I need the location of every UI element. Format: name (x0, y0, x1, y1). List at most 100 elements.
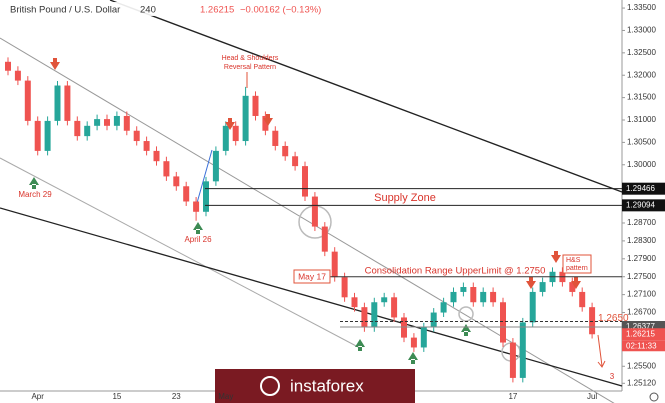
candle-body (24, 80, 31, 121)
y-tick-label: 1.26700 (627, 308, 656, 317)
countdown-tag (622, 340, 665, 352)
candle-body (34, 120, 41, 151)
candle-body (480, 291, 487, 303)
level-tag (622, 182, 665, 195)
logo-bg (215, 369, 415, 403)
annotation: Head & Shoulders (222, 55, 279, 62)
x-tick-label: May (218, 392, 233, 401)
price-tag (622, 328, 665, 341)
y-tick-label: 1.28700 (627, 218, 656, 227)
candle-body (440, 302, 447, 313)
annotation: May 17 (298, 271, 326, 281)
candle-body (54, 85, 61, 121)
up-arrow (461, 324, 471, 336)
candle-body (113, 115, 120, 126)
candle-body (539, 282, 546, 292)
candle-body (252, 95, 259, 116)
candle-body (153, 150, 160, 162)
candle-body (282, 145, 289, 157)
candle-body (381, 297, 388, 303)
candle-body (311, 196, 318, 227)
candle-body (84, 125, 91, 137)
candle-body (14, 70, 21, 81)
annotation: 3 (610, 372, 615, 381)
candle-body (302, 166, 308, 197)
candle-body (143, 141, 150, 151)
candle-body (589, 307, 596, 335)
up-arrow (193, 222, 203, 234)
resistance-label: 1.2650 (598, 313, 629, 324)
trend-line (0, 157, 361, 349)
annotation: Consolidation Range UpperLimit @ 1.2750 (365, 266, 546, 277)
candle-body (351, 297, 358, 308)
y-tick-label: 1.32500 (627, 48, 656, 57)
y-tick-label: 1.31000 (627, 115, 656, 124)
candle-body (44, 120, 51, 151)
label-box (562, 254, 592, 274)
annotation: March 29 (18, 190, 52, 199)
candle-body (579, 291, 586, 308)
candle-body (133, 130, 140, 142)
down-arrow (551, 251, 561, 263)
down-arrow (526, 277, 536, 289)
level-tag (622, 199, 665, 212)
candle-body (529, 291, 536, 323)
y-tick-label: 1.31500 (627, 93, 656, 102)
green-arrows (29, 177, 471, 364)
annotation: Supply Zone (374, 192, 436, 204)
trend-line (109, 0, 623, 193)
candle-body (430, 312, 437, 328)
down-arrow (263, 114, 273, 126)
candle-body (500, 302, 506, 343)
x-tick-label: 17 (508, 392, 517, 401)
candle-body (262, 115, 269, 131)
x-tick-label: Apr (31, 392, 44, 401)
annotation: April 26 (184, 235, 212, 244)
up-arrow (408, 352, 418, 364)
candles (5, 57, 596, 383)
candle-body (450, 291, 457, 303)
candle-body (321, 226, 328, 252)
countdown-label: 02:11:33 (626, 341, 657, 350)
y-tick-label: 1.27500 (627, 272, 656, 281)
level-tag-label: 1.29094 (626, 200, 655, 209)
candle-body (490, 291, 497, 303)
candle-body (509, 342, 516, 378)
candle-body (232, 125, 239, 142)
logo-text: instaforex (290, 376, 364, 395)
candle-body (173, 176, 180, 187)
candle-body (203, 181, 209, 212)
annotation: pattern (566, 265, 588, 272)
candle-body (212, 150, 219, 182)
y-tick-label: 1.30000 (627, 160, 656, 169)
candle-body (64, 85, 71, 121)
candle-body (5, 61, 11, 71)
level-tag-label: 1.26377 (626, 322, 655, 331)
candle-body (361, 307, 368, 328)
header-bg (0, 2, 300, 16)
annotation: H&S (566, 257, 581, 264)
y-tick-label: 1.30500 (627, 137, 656, 146)
candle-body (193, 201, 200, 212)
candle-body (420, 327, 427, 348)
wave-line (194, 149, 213, 211)
candle-body (371, 302, 378, 328)
down-arrow (571, 277, 581, 289)
y-tick-label: 1.27900 (627, 254, 656, 263)
candle-body (519, 322, 526, 378)
settings-icon[interactable] (649, 392, 659, 402)
symbol-title: British Pound / U.S. Dollar (10, 5, 120, 16)
candle-body (272, 130, 279, 146)
candle-body (341, 277, 348, 298)
candle-body (331, 251, 338, 278)
candle-body (569, 282, 576, 292)
candle-body (163, 161, 170, 177)
down-arrow (225, 118, 235, 130)
down-arrow (50, 58, 60, 70)
candle-body (104, 119, 110, 126)
candle-body (123, 115, 130, 131)
candle-body (470, 287, 477, 303)
level-tag-label: 1.29466 (626, 184, 655, 193)
